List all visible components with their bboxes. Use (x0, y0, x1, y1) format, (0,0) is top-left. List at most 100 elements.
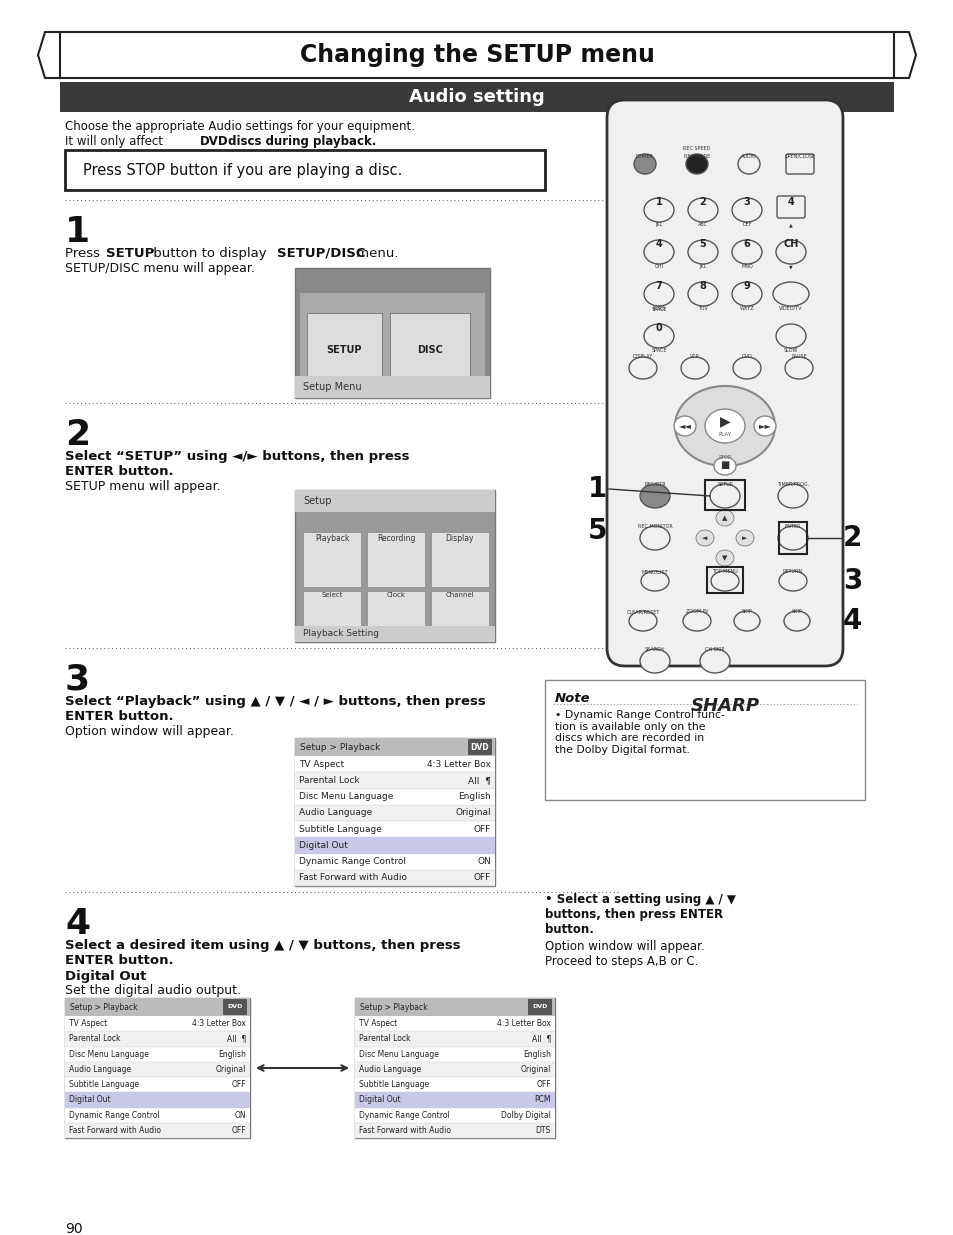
Text: Audio setting: Audio setting (409, 88, 544, 106)
Text: STOP: STOP (718, 454, 731, 459)
Text: Press STOP button if you are playing a disc.: Press STOP button if you are playing a d… (83, 163, 402, 178)
Ellipse shape (628, 357, 657, 379)
Text: 0: 0 (655, 324, 661, 333)
Ellipse shape (700, 650, 729, 673)
Text: English: English (218, 1050, 246, 1058)
Text: SETUP/DISC: SETUP/DISC (276, 247, 365, 261)
Bar (355, 998, 555, 1137)
Bar (294, 788, 495, 805)
Ellipse shape (783, 611, 809, 631)
Bar (431, 592, 489, 637)
Ellipse shape (687, 198, 718, 222)
Ellipse shape (687, 240, 718, 264)
Ellipse shape (753, 416, 775, 436)
Text: 90: 90 (65, 1221, 83, 1235)
Bar (367, 592, 424, 637)
Text: OFF: OFF (474, 873, 491, 882)
Bar (299, 293, 484, 393)
Text: Clock: Clock (386, 592, 405, 598)
Bar (294, 490, 495, 642)
Text: Setup Menu: Setup Menu (303, 382, 361, 391)
Ellipse shape (639, 484, 669, 508)
Text: Select a desired item using ▲ / ▼ buttons, then press: Select a desired item using ▲ / ▼ button… (65, 939, 460, 952)
Text: 4: 4 (655, 240, 661, 249)
Text: Subtitle Language: Subtitle Language (358, 1081, 429, 1089)
Text: English: English (522, 1050, 551, 1058)
Text: PCM: PCM (534, 1095, 551, 1104)
Text: OFF: OFF (232, 1081, 246, 1089)
Text: ►: ► (741, 535, 747, 541)
Ellipse shape (704, 409, 744, 443)
Text: AUDIO: AUDIO (740, 154, 756, 159)
Text: CH SKIP: CH SKIP (704, 647, 724, 652)
Ellipse shape (687, 282, 718, 306)
Ellipse shape (784, 357, 812, 379)
Text: It will only affect: It will only affect (65, 135, 167, 148)
Text: Disc Menu Language: Disc Menu Language (358, 1050, 438, 1058)
Text: Recording: Recording (376, 534, 415, 543)
Text: TV Aspect: TV Aspect (69, 1019, 107, 1028)
Bar (355, 1092, 555, 1108)
Text: JKL: JKL (655, 222, 662, 227)
Bar (294, 837, 495, 853)
Text: 1: 1 (65, 215, 90, 249)
Text: WXYZ: WXYZ (739, 306, 754, 311)
Bar (355, 1077, 555, 1092)
FancyBboxPatch shape (606, 100, 842, 666)
Ellipse shape (643, 198, 673, 222)
Text: Setup: Setup (303, 496, 331, 506)
Text: OFF: OFF (474, 825, 491, 834)
Bar (65, 1031, 250, 1046)
Text: 5: 5 (587, 517, 606, 545)
Ellipse shape (710, 571, 739, 592)
Text: Choose the appropriate Audio settings for your equipment.: Choose the appropriate Audio settings fo… (65, 120, 415, 133)
FancyBboxPatch shape (527, 999, 552, 1015)
Text: Set the digital audio output.: Set the digital audio output. (65, 984, 241, 997)
Bar (367, 532, 424, 587)
Ellipse shape (628, 611, 657, 631)
Text: OPEN/CLOSE: OPEN/CLOSE (783, 154, 815, 159)
Text: PQRS: PQRS (652, 306, 665, 311)
Ellipse shape (731, 282, 761, 306)
Bar (65, 1062, 250, 1077)
Ellipse shape (643, 282, 673, 306)
Ellipse shape (682, 611, 710, 631)
Text: SETUP: SETUP (106, 247, 154, 261)
Text: TV Aspect: TV Aspect (358, 1019, 396, 1028)
Text: DVD: DVD (532, 1004, 547, 1009)
Bar (294, 739, 495, 756)
Text: Digital Out: Digital Out (298, 841, 348, 850)
Text: All  ¶: All ¶ (468, 776, 491, 785)
Text: SETUP: SETUP (326, 345, 361, 354)
Bar (355, 998, 555, 1016)
Text: Press: Press (65, 247, 104, 261)
Text: SPACE: SPACE (651, 308, 666, 312)
Text: SHARP: SHARP (690, 697, 759, 715)
Text: Dynamic Range Control: Dynamic Range Control (358, 1110, 449, 1120)
Text: 2: 2 (65, 417, 90, 452)
Text: 8: 8 (699, 282, 706, 291)
Ellipse shape (731, 240, 761, 264)
Ellipse shape (709, 484, 740, 508)
Text: DISPLAY: DISPLAY (632, 354, 653, 359)
Text: ENTER button.: ENTER button. (65, 710, 173, 722)
Text: Audio Language: Audio Language (358, 1065, 420, 1074)
Bar (65, 998, 250, 1016)
Ellipse shape (634, 154, 656, 174)
Ellipse shape (643, 240, 673, 264)
Text: menu.: menu. (352, 247, 398, 261)
Text: Option window will appear.
Proceed to steps A,B or C.: Option window will appear. Proceed to st… (544, 940, 704, 968)
Text: 4: 4 (65, 906, 90, 941)
Text: 3: 3 (65, 663, 90, 697)
Text: 9: 9 (742, 282, 750, 291)
Text: TOP MENU: TOP MENU (711, 569, 737, 574)
Ellipse shape (779, 571, 806, 592)
Text: ABC: ABC (698, 222, 707, 227)
Text: Playback Setting: Playback Setting (303, 630, 378, 638)
Text: button to display: button to display (149, 247, 271, 261)
Bar (294, 805, 495, 821)
Ellipse shape (673, 416, 696, 436)
Text: Parental Lock: Parental Lock (69, 1035, 120, 1044)
FancyBboxPatch shape (776, 196, 804, 219)
Text: MNO: MNO (740, 264, 752, 269)
